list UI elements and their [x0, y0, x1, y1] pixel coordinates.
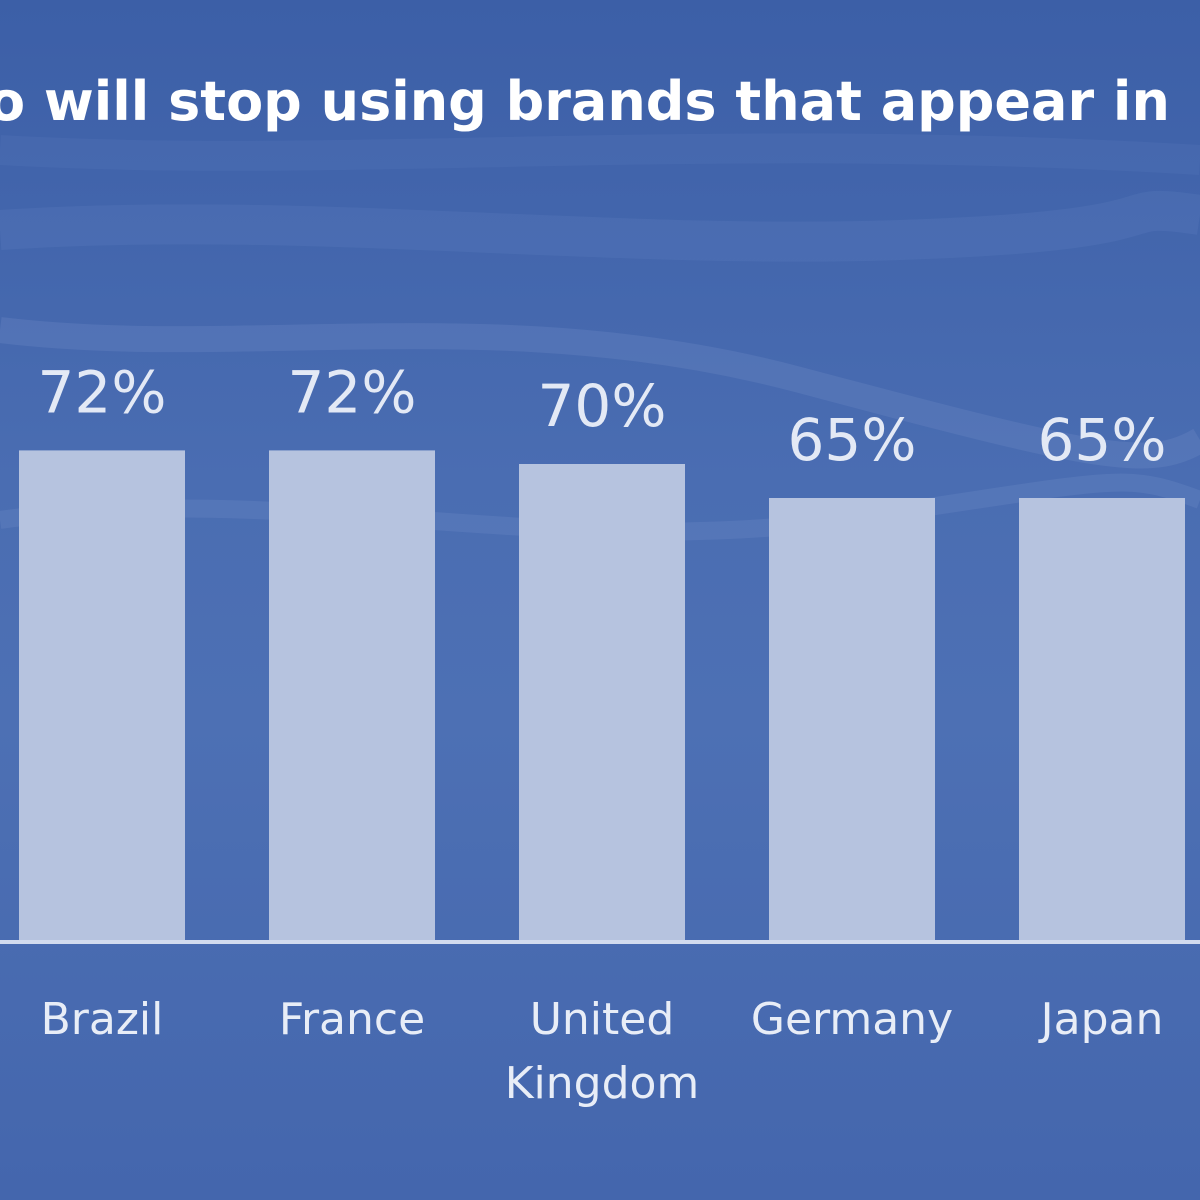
- bar-japan: [1019, 498, 1185, 940]
- bar-brazil: [19, 450, 185, 940]
- bar-france: [269, 450, 435, 940]
- category-label: Kingdom: [505, 1058, 700, 1109]
- value-label: 72%: [38, 358, 167, 426]
- bar-germany: [769, 498, 935, 940]
- category-label: Brazil: [41, 994, 164, 1045]
- category-label: Japan: [1038, 994, 1164, 1045]
- category-label: United: [530, 994, 675, 1045]
- category-label: France: [279, 994, 425, 1045]
- value-label: 65%: [1038, 406, 1167, 474]
- bar-united-kingdom: [519, 464, 685, 940]
- value-label: 72%: [288, 358, 417, 426]
- value-label: 70%: [538, 372, 667, 440]
- category-label: Germany: [751, 994, 953, 1045]
- value-label: 65%: [788, 406, 917, 474]
- chart-title: o will stop using brands that appear in: [0, 70, 1170, 133]
